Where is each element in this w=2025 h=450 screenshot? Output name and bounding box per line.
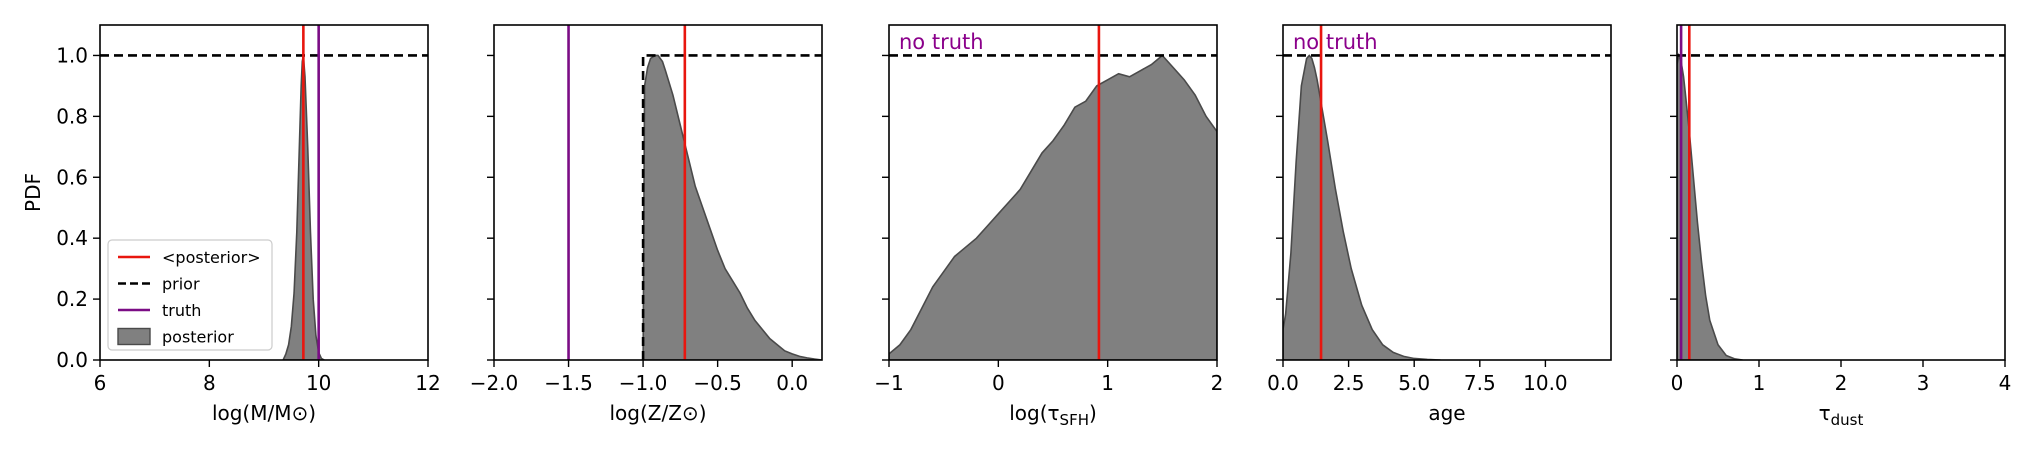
- axes-frame: [493, 24, 823, 361]
- legend-entry-label: truth: [162, 301, 201, 320]
- no-truth-note: no truth: [899, 30, 984, 54]
- plot-area: [889, 25, 1217, 360]
- x-tick-label: 2.5: [1333, 371, 1365, 395]
- x-tick-label: 0: [1671, 371, 1684, 395]
- legend: <posterior> prior truth posterior: [107, 239, 273, 351]
- axes-frame: [99, 24, 429, 361]
- x-tick-label: 4: [1999, 371, 2012, 395]
- x-tick-label: −0.5: [693, 371, 742, 395]
- x-tick-label: 8: [203, 371, 216, 395]
- x-tick-label: −1.0: [619, 371, 668, 395]
- legend-entry-label: prior: [162, 275, 200, 294]
- axes-frame: [1282, 24, 1612, 361]
- plot-area: [1283, 25, 1611, 360]
- x-tick-label: 10: [306, 371, 331, 395]
- x-tick-label: 12: [415, 371, 440, 395]
- legend-entry-label: posterior: [162, 328, 234, 347]
- plot-area: [567, 25, 822, 360]
- y-tick-label: 0.2: [56, 287, 88, 311]
- x-tick-label: −2.0: [470, 371, 519, 395]
- posterior-area: [1677, 52, 1743, 360]
- panel-5: 0 1 2 3 4 τdust: [1670, 24, 2012, 429]
- panel-1: 6 8 10 12 0.0 0.2 0.4 0.6 0.8 1.0 log(M/M⊙) PDF <pos…: [21, 24, 441, 425]
- panel-4: 0.0 2.5 5.0 7.5 10.0 age no truth: [1267, 24, 1612, 425]
- x-tick-label: −1.5: [544, 371, 593, 395]
- legend-swatch: [117, 327, 151, 346]
- x-tick-label: 6: [94, 371, 107, 395]
- x-axis-label: τdust: [1819, 401, 1864, 429]
- x-tick-label: −1: [874, 371, 903, 395]
- x-tick-label: 1: [1101, 371, 1114, 395]
- posterior-area: [642, 54, 822, 360]
- y-tick-label: 0.0: [56, 348, 88, 372]
- plot-area: [100, 25, 428, 360]
- plot-area: [1677, 25, 2005, 360]
- x-tick-label: 2: [1211, 371, 1224, 395]
- y-tick-label: 1.0: [56, 43, 88, 67]
- x-axis-label: age: [1428, 401, 1465, 425]
- x-axis-label: log(M/M⊙): [212, 401, 316, 425]
- x-axis-label: log(τSFH): [1009, 401, 1097, 429]
- x-tick-label: 0: [992, 371, 1005, 395]
- x-tick-label: 0.0: [1267, 371, 1299, 395]
- posterior-area: [1283, 54, 1441, 360]
- axes-frame: [888, 24, 1218, 361]
- x-tick-label: 2: [1835, 371, 1848, 395]
- x-tick-label: 7.5: [1464, 371, 1496, 395]
- legend-box: [107, 239, 273, 351]
- x-tick-label: 0.0: [776, 371, 808, 395]
- x-tick-label: 10.0: [1523, 371, 1568, 395]
- panel-3: −1 0 1 2 log(τSFH) no truth: [874, 24, 1224, 429]
- x-tick-label: 5.0: [1398, 371, 1430, 395]
- axes-frame: [1676, 24, 2006, 361]
- no-truth-note: no truth: [1293, 30, 1378, 54]
- panel-2: −2.0 −1.5 −1.0 −0.5 0.0 log(Z/Z⊙): [470, 24, 823, 425]
- x-tick-label: 1: [1753, 371, 1766, 395]
- x-tick-label: 3: [1917, 371, 1930, 395]
- y-tick-label: 0.6: [56, 165, 88, 189]
- y-axis-label: PDF: [21, 173, 45, 212]
- prior-line: [641, 54, 822, 360]
- x-axis-label: log(Z/Z⊙): [610, 401, 707, 425]
- legend-entry-label: <posterior>: [162, 248, 261, 267]
- y-tick-label: 0.8: [56, 104, 88, 128]
- y-tick-label: 0.4: [56, 226, 88, 250]
- posterior-area: [889, 54, 1217, 360]
